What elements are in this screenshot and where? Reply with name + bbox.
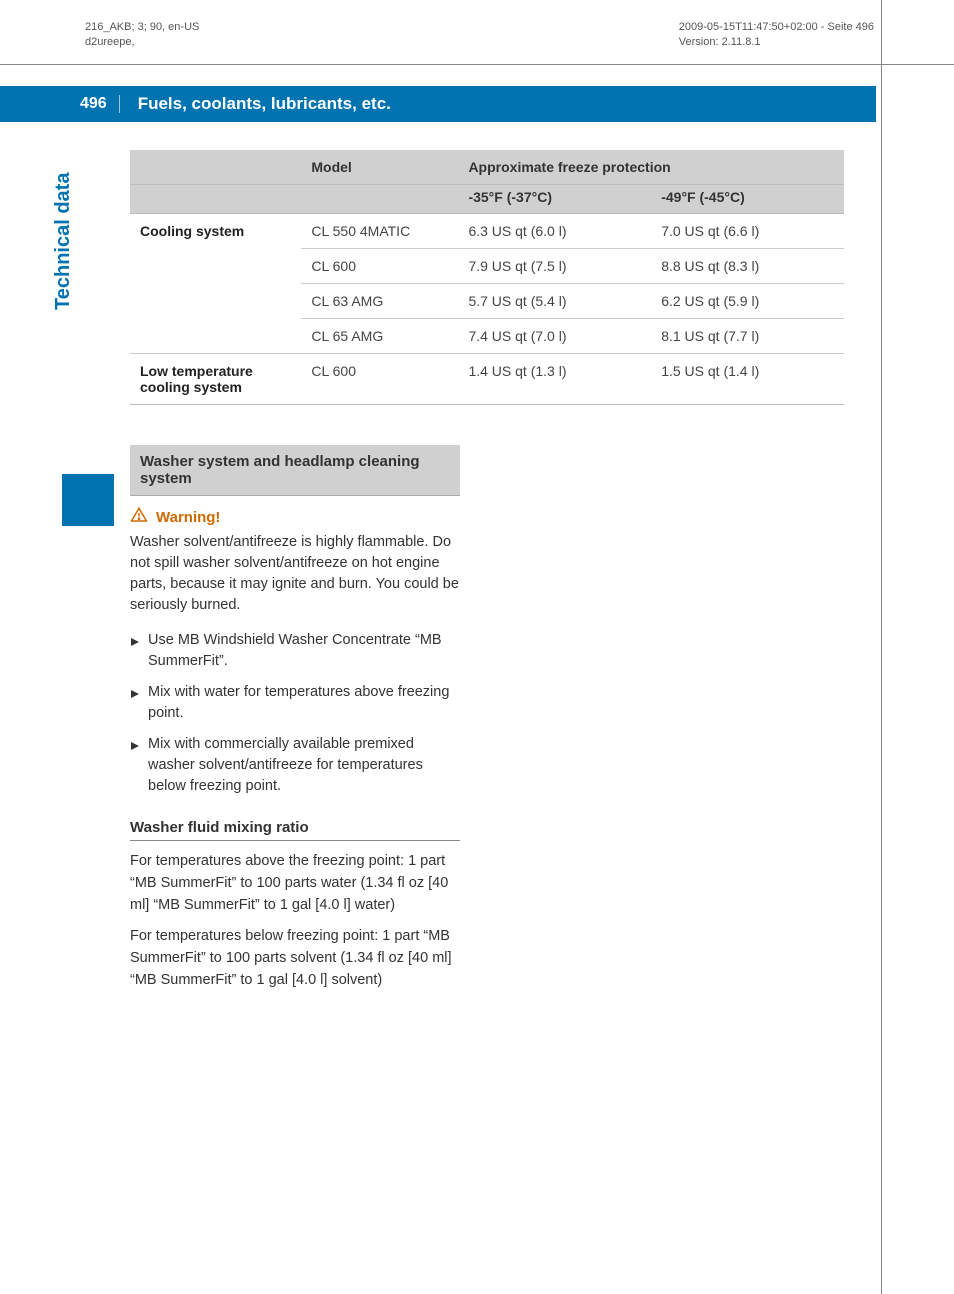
coolant-capacity-table: Model Approximate freeze protection -35°… [130, 150, 844, 405]
col-freeze-span: Approximate freeze protection [458, 150, 844, 185]
content-area: Model Approximate freeze protection -35°… [130, 140, 844, 992]
warning-triangle-icon [130, 506, 148, 528]
list-item: Use MB Windshield Washer Concentrate “MB… [130, 630, 460, 672]
table-row: Cooling system CL 550 4MATIC 6.3 US qt (… [130, 214, 844, 249]
chapter-tab-block [62, 474, 114, 526]
crop-vertical-rule [881, 0, 882, 1294]
page-title-bar: 496 Fuels, coolants, lubricants, etc. [0, 86, 876, 122]
triangle-bullet-icon [130, 737, 140, 758]
table-corner-blank [130, 150, 301, 185]
page-number: 496 [80, 95, 120, 113]
chapter-tab-label: Technical data [52, 173, 75, 310]
meta-right-1: 2009-05-15T11:47:50+02:00 - Seite 496 [679, 20, 874, 35]
meta-right-2: Version: 2.11.8.1 [679, 35, 874, 50]
print-metadata: 216_AKB; 3; 90, en-US d2ureepe, 2009-05-… [85, 20, 874, 51]
meta-left-2: d2ureepe, [85, 35, 199, 50]
left-column: Washer system and headlamp cleaning syst… [130, 445, 460, 992]
cell-v35: 1.4 US qt (1.3 l) [458, 354, 651, 405]
cell-v35: 7.4 US qt (7.0 l) [458, 319, 651, 354]
row-group-low-temp: Low temperature cooling system [130, 354, 301, 405]
cell-model: CL 600 [301, 354, 458, 405]
cell-model: CL 63 AMG [301, 284, 458, 319]
list-item: Mix with water for temperatures above fr… [130, 682, 460, 724]
meta-left-1: 216_AKB; 3; 90, en-US [85, 20, 199, 35]
cell-v35: 5.7 US qt (5.4 l) [458, 284, 651, 319]
ratio-heading: Washer fluid mixing ratio [130, 819, 460, 841]
list-item-text: Use MB Windshield Washer Concentrate “MB… [148, 630, 460, 672]
cell-model: CL 600 [301, 249, 458, 284]
cell-v35: 6.3 US qt (6.0 l) [458, 214, 651, 249]
ratio-para-below: For temperatures below freezing point: 1… [130, 926, 460, 991]
list-item-text: Mix with commercially available premixed… [148, 734, 460, 797]
cell-v49: 8.8 US qt (8.3 l) [651, 249, 844, 284]
cell-v49: 6.2 US qt (5.9 l) [651, 284, 844, 319]
list-item-text: Mix with water for temperatures above fr… [148, 682, 460, 724]
page-title: Fuels, coolants, lubricants, etc. [138, 94, 391, 114]
cell-model: CL 550 4MATIC [301, 214, 458, 249]
col-minus35: -35°F (-37°C) [458, 185, 651, 214]
instruction-list: Use MB Windshield Washer Concentrate “MB… [130, 630, 460, 797]
washer-heading: Washer system and headlamp cleaning syst… [130, 445, 460, 496]
list-item: Mix with commercially available premixed… [130, 734, 460, 797]
cell-v49: 7.0 US qt (6.6 l) [651, 214, 844, 249]
table-row: Low temperature cooling system CL 600 1.… [130, 354, 844, 405]
warning-heading: Warning! [130, 506, 460, 528]
cell-v49: 8.1 US qt (7.7 l) [651, 319, 844, 354]
ratio-para-above: For temperatures above the freezing poin… [130, 851, 460, 916]
triangle-bullet-icon [130, 685, 140, 706]
cell-v49: 1.5 US qt (1.4 l) [651, 354, 844, 405]
col-minus49: -49°F (-45°C) [651, 185, 844, 214]
row-group-cooling: Cooling system [130, 214, 301, 354]
warning-text: Washer solvent/antifreeze is highly flam… [130, 532, 460, 616]
table-blank [301, 185, 458, 214]
cell-v35: 7.9 US qt (7.5 l) [458, 249, 651, 284]
cell-model: CL 65 AMG [301, 319, 458, 354]
table-blank [130, 185, 301, 214]
triangle-bullet-icon [130, 633, 140, 654]
warning-label: Warning! [156, 509, 220, 526]
col-model: Model [301, 150, 458, 185]
crop-horizontal-rule [0, 64, 954, 65]
